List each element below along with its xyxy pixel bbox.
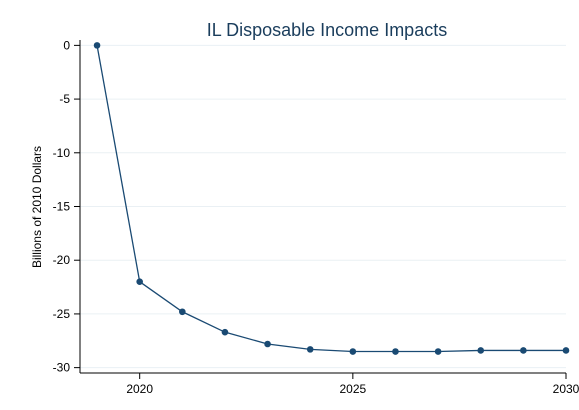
y-tick-label: -10 — [53, 146, 71, 160]
gridlines — [80, 44, 566, 369]
data-point — [136, 278, 143, 285]
chart-title: IL Disposable Income Impacts — [207, 20, 447, 40]
y-tick-label: -15 — [53, 200, 71, 214]
data-point — [306, 346, 314, 353]
series-line — [96, 45, 566, 353]
y-tick-label: 0 — [63, 38, 70, 52]
data-point — [434, 348, 442, 355]
data-point — [477, 347, 485, 354]
y-tick-label: -25 — [53, 307, 71, 321]
data-point — [349, 348, 357, 355]
x-tick-label: 2030 — [553, 382, 579, 396]
y-tick-label: -20 — [53, 253, 71, 267]
data-point — [562, 347, 570, 354]
data-point — [264, 340, 271, 348]
data-point — [93, 42, 101, 49]
data-point — [392, 348, 399, 355]
data-point — [221, 328, 229, 336]
data-point — [520, 347, 527, 354]
data-point — [179, 308, 186, 316]
y-tick-label: -30 — [53, 361, 71, 375]
axis-ticks: 0 -5 -10 -15 -20 -25 -30 2020 2025 2030 — [53, 38, 579, 396]
series-group — [93, 42, 570, 355]
x-tick-label: 2020 — [126, 382, 153, 396]
y-axis-label: Billions of 2010 Dollars — [30, 146, 44, 268]
x-tick-label: 2025 — [339, 382, 366, 396]
y-tick-label: -5 — [59, 92, 70, 106]
